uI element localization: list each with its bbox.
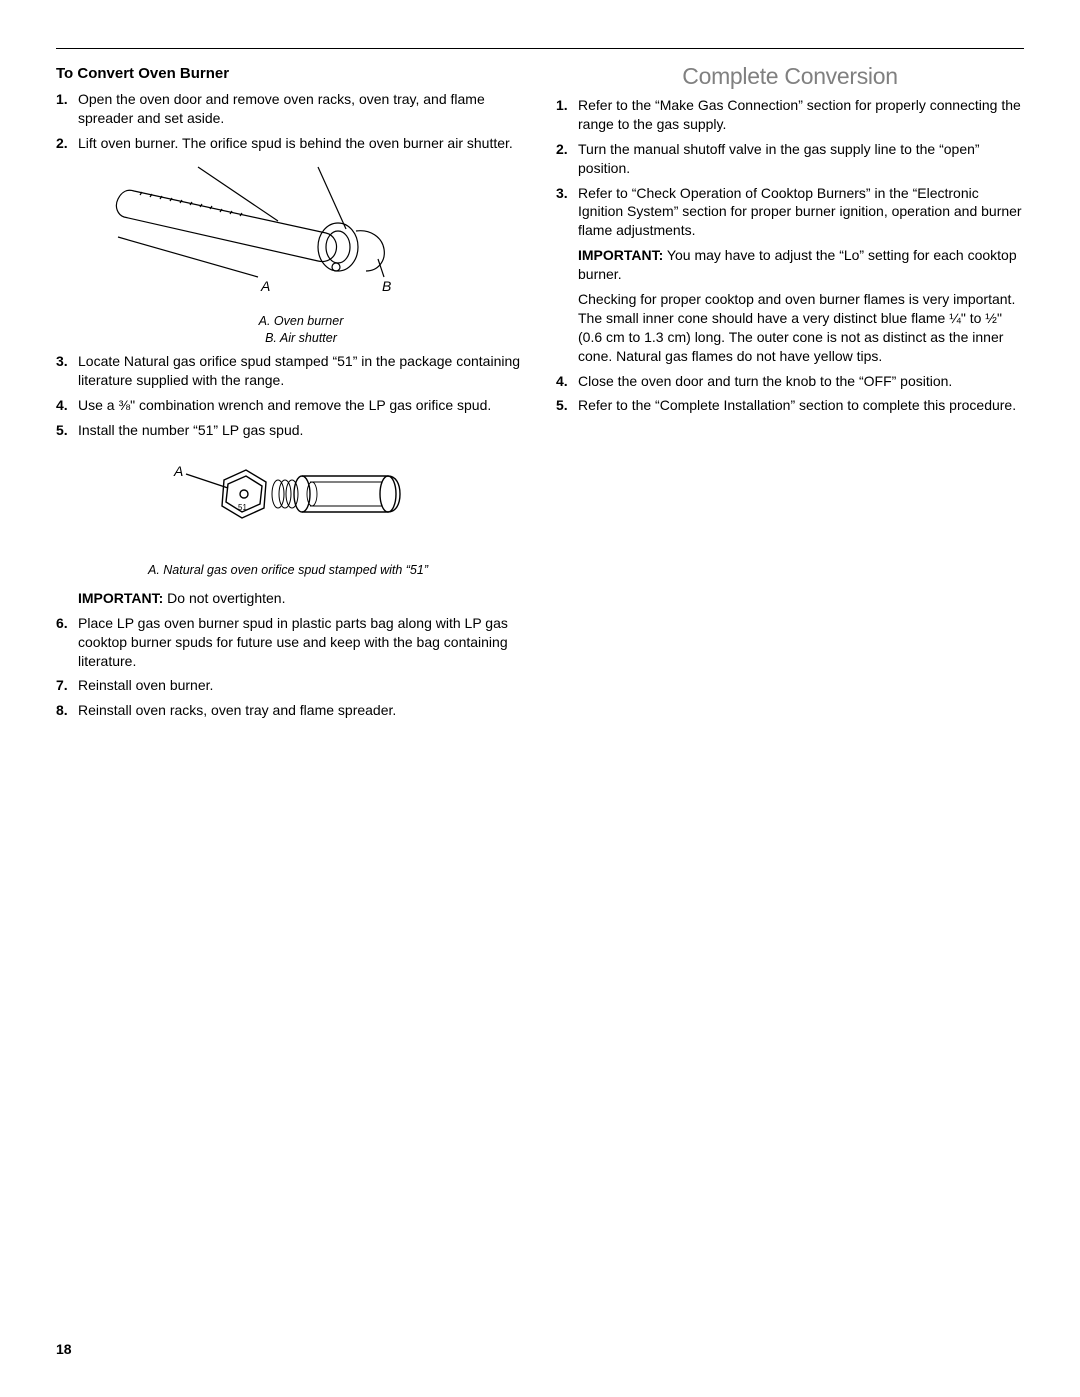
section-title-complete-conversion: Complete Conversion [556, 63, 1024, 90]
step-item: Place LP gas oven burner spud in plastic… [56, 614, 524, 671]
figure-orifice-spud: A 51 A. Natural gas oven orifice spud st… [78, 446, 524, 579]
step-item: Use a ⅜" combination wrench and remove t… [56, 396, 524, 415]
important-note-left: IMPORTANT: Do not overtighten. [56, 589, 524, 608]
step-item: Lift oven burner. The orifice spud is be… [56, 134, 524, 153]
fig1-caption: A. Oven burner B. Air shutter [78, 313, 524, 347]
step-item: Turn the manual shutoff valve in the gas… [556, 140, 1024, 178]
steps-list-1: Open the oven door and remove oven racks… [56, 90, 524, 153]
important-note-right: IMPORTANT: You may have to adjust the “L… [556, 246, 1024, 284]
steps-list-right-1: Refer to the “Make Gas Connection” secti… [556, 96, 1024, 240]
steps-list-right-2: Close the oven door and turn the knob to… [556, 372, 1024, 416]
important-label: IMPORTANT: [78, 590, 163, 606]
step-item: Open the oven door and remove oven racks… [56, 90, 524, 128]
steps-list-2: Locate Natural gas orifice spud stamped … [56, 352, 524, 440]
page-rule [56, 48, 1024, 49]
step-item: Locate Natural gas orifice spud stamped … [56, 352, 524, 390]
left-column: To Convert Oven Burner Open the oven doo… [56, 59, 524, 726]
two-column-layout: To Convert Oven Burner Open the oven doo… [56, 59, 1024, 726]
step-item: Reinstall oven burner. [56, 676, 524, 695]
oven-burner-illustration: A B [78, 159, 468, 309]
fig2-spud-number: 51 [238, 503, 247, 512]
flame-check-paragraph: Checking for proper cooktop and oven bur… [556, 290, 1024, 366]
step-item: Refer to the “Complete Installation” sec… [556, 396, 1024, 415]
important-text: Do not overtighten. [163, 590, 285, 606]
fig1-caption-b: B. Air shutter [265, 331, 337, 345]
important-label: IMPORTANT: [578, 247, 663, 263]
step-item: Close the oven door and turn the knob to… [556, 372, 1024, 391]
right-column: Complete Conversion Refer to the “Make G… [556, 59, 1024, 726]
step-item: Refer to the “Make Gas Connection” secti… [556, 96, 1024, 134]
step-item: Reinstall oven racks, oven tray and flam… [56, 701, 524, 720]
step-item: Install the number “51” LP gas spud. [56, 421, 524, 440]
figure-oven-burner: A B A. Oven burner B. Air shutter [78, 159, 524, 347]
fig1-caption-a: A. Oven burner [259, 314, 344, 328]
subhead-convert-oven-burner: To Convert Oven Burner [56, 65, 524, 82]
steps-list-3: Place LP gas oven burner spud in plastic… [56, 614, 524, 720]
fig2-label-a: A [173, 463, 183, 479]
page-number: 18 [56, 1341, 72, 1357]
orifice-spud-illustration: A 51 [78, 446, 408, 556]
fig1-label-a: A [260, 278, 270, 294]
fig1-label-b: B [382, 278, 391, 294]
fig2-caption: A. Natural gas oven orifice spud stamped… [148, 562, 524, 579]
step-item: Refer to “Check Operation of Cooktop Bur… [556, 184, 1024, 241]
